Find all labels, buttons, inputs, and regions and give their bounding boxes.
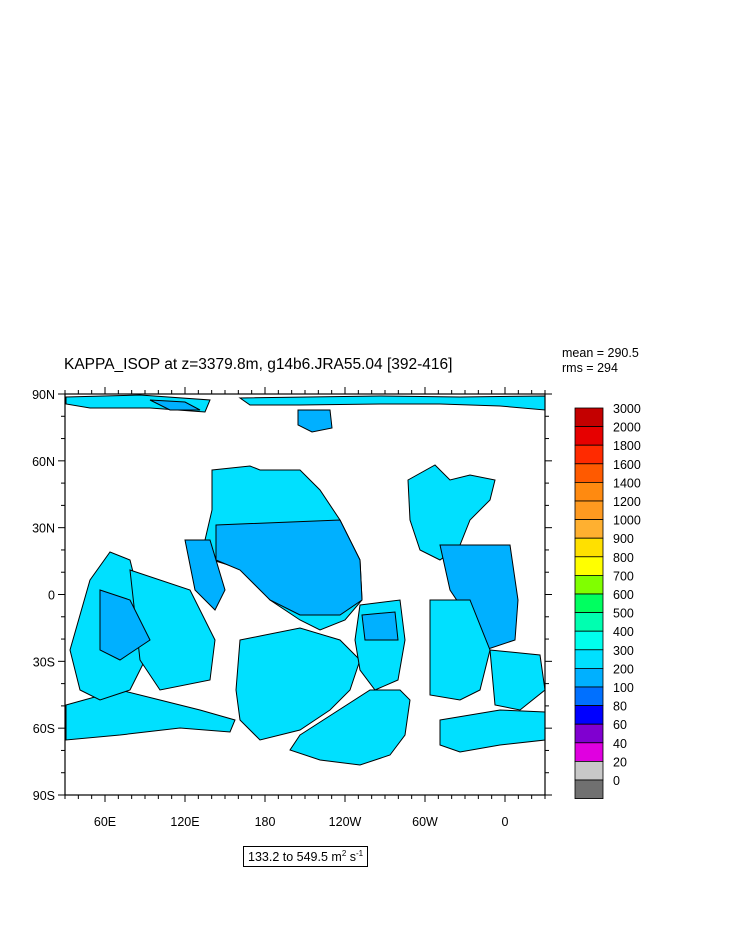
- colorbar-label: 300: [613, 644, 634, 658]
- colorbar-swatch: [574, 463, 604, 483]
- colorbar-swatch: [574, 481, 604, 502]
- field-region-southern-ocean-east: [289, 689, 411, 766]
- range-label: 133.2 to 549.5 m2 s-1: [243, 846, 369, 868]
- y-tick-label: 30N: [32, 522, 55, 536]
- colorbar-label: 3000: [613, 402, 641, 416]
- colorbar-label: 400: [613, 625, 634, 639]
- colorbar-swatch: [574, 649, 604, 669]
- field-region-east-pacific-blue: [361, 611, 399, 641]
- field-region-small-sea: [297, 409, 333, 433]
- colorbar-label: 20: [613, 755, 627, 769]
- colorbar-label: 800: [613, 551, 634, 565]
- colorbar-label: 0: [613, 774, 620, 788]
- colorbar-swatch: [574, 537, 604, 558]
- colorbar-label: 80: [613, 700, 627, 714]
- x-tick-label: 180: [255, 815, 276, 829]
- y-tick-label: 0: [48, 589, 55, 603]
- x-tick-label: 0: [502, 815, 509, 829]
- colorbar-swatch: [574, 556, 604, 576]
- colorbar-swatch: [574, 407, 604, 428]
- y-tick-label: 60S: [33, 722, 55, 736]
- axes: 60E 120E 180 120W 60W 0 90N 60N 30N 0 30S 60S 90S: [32, 387, 552, 829]
- y-tick-label: 30S: [33, 655, 55, 669]
- colorbar-swatch: [574, 630, 604, 651]
- y-tick-label: 90S: [33, 789, 55, 803]
- field-region-southern-ocean-atlantic: [439, 709, 546, 753]
- rms-label: rms = 294: [562, 361, 618, 375]
- colorbar-label: 600: [613, 588, 634, 602]
- colorbar-label: 700: [613, 569, 634, 583]
- field-region-east-indian: [184, 539, 226, 611]
- colorbar-swatch: [574, 723, 604, 744]
- colorbar-label: 900: [613, 532, 634, 546]
- colorbar-swatch: [574, 705, 604, 725]
- field-region-southern-ocean-west: [65, 689, 236, 741]
- colorbar-swatch: [574, 500, 604, 521]
- colorbar-swatch: [574, 668, 604, 688]
- colorbar-label: 60: [613, 718, 627, 732]
- x-tick-label: 120W: [329, 815, 362, 829]
- field-region-indian-blue: [99, 589, 151, 661]
- colorbar-label: 1800: [613, 439, 641, 453]
- chart-title: KAPPA_ISOP at z=3379.8m, g14b6.JRA55.04 …: [64, 356, 453, 373]
- field-region-north-atlantic: [407, 464, 496, 561]
- colorbar-swatch: [574, 444, 604, 465]
- colorbar-label: 1000: [613, 514, 641, 528]
- colorbar-label: 1400: [613, 476, 641, 490]
- colorbar-label: 2000: [613, 421, 641, 435]
- colorbar-swatch: [574, 761, 604, 781]
- field-region-indian-central: [129, 569, 216, 691]
- ocean-field: [65, 394, 546, 766]
- colorbar-label: 200: [613, 662, 634, 676]
- field-region-south-atlantic: [429, 599, 491, 701]
- colorbar-swatch: [574, 519, 604, 539]
- field-region-arctic-blue: [149, 399, 201, 411]
- colorbar-swatch: [574, 426, 604, 446]
- field-region-central-pacific: [215, 519, 363, 616]
- stats-block: mean = 290.5 rms = 294: [562, 346, 639, 376]
- x-tick-label: 120E: [170, 815, 199, 829]
- colorbar-label: 100: [613, 681, 634, 695]
- colorbar-label: 1600: [613, 458, 641, 472]
- y-tick-label: 60N: [32, 455, 55, 469]
- colorbar-label: 40: [613, 737, 627, 751]
- colorbar-swatch: [574, 593, 604, 614]
- colorbar-swatch: [574, 575, 604, 595]
- colorbar-swatch: [574, 686, 604, 707]
- x-tick-label: 60W: [412, 815, 438, 829]
- x-tick-label: 60E: [94, 815, 116, 829]
- field-region-atlantic-blue: [439, 544, 519, 651]
- field-region-south-pacific: [235, 627, 361, 741]
- colorbar-label: 1200: [613, 495, 641, 509]
- colorbar-label: 500: [613, 607, 634, 621]
- colorbar-swatch: [574, 742, 604, 762]
- colorbar-swatch: [574, 779, 604, 800]
- colorbar: 3000200018001600140012001000900800700600…: [574, 402, 641, 800]
- field-region-arctic-east: [238, 395, 546, 411]
- field-region-atlantic-south-east: [489, 649, 546, 711]
- mean-label: mean = 290.5: [562, 346, 639, 360]
- y-tick-label: 90N: [32, 388, 55, 402]
- colorbar-swatch: [574, 612, 604, 632]
